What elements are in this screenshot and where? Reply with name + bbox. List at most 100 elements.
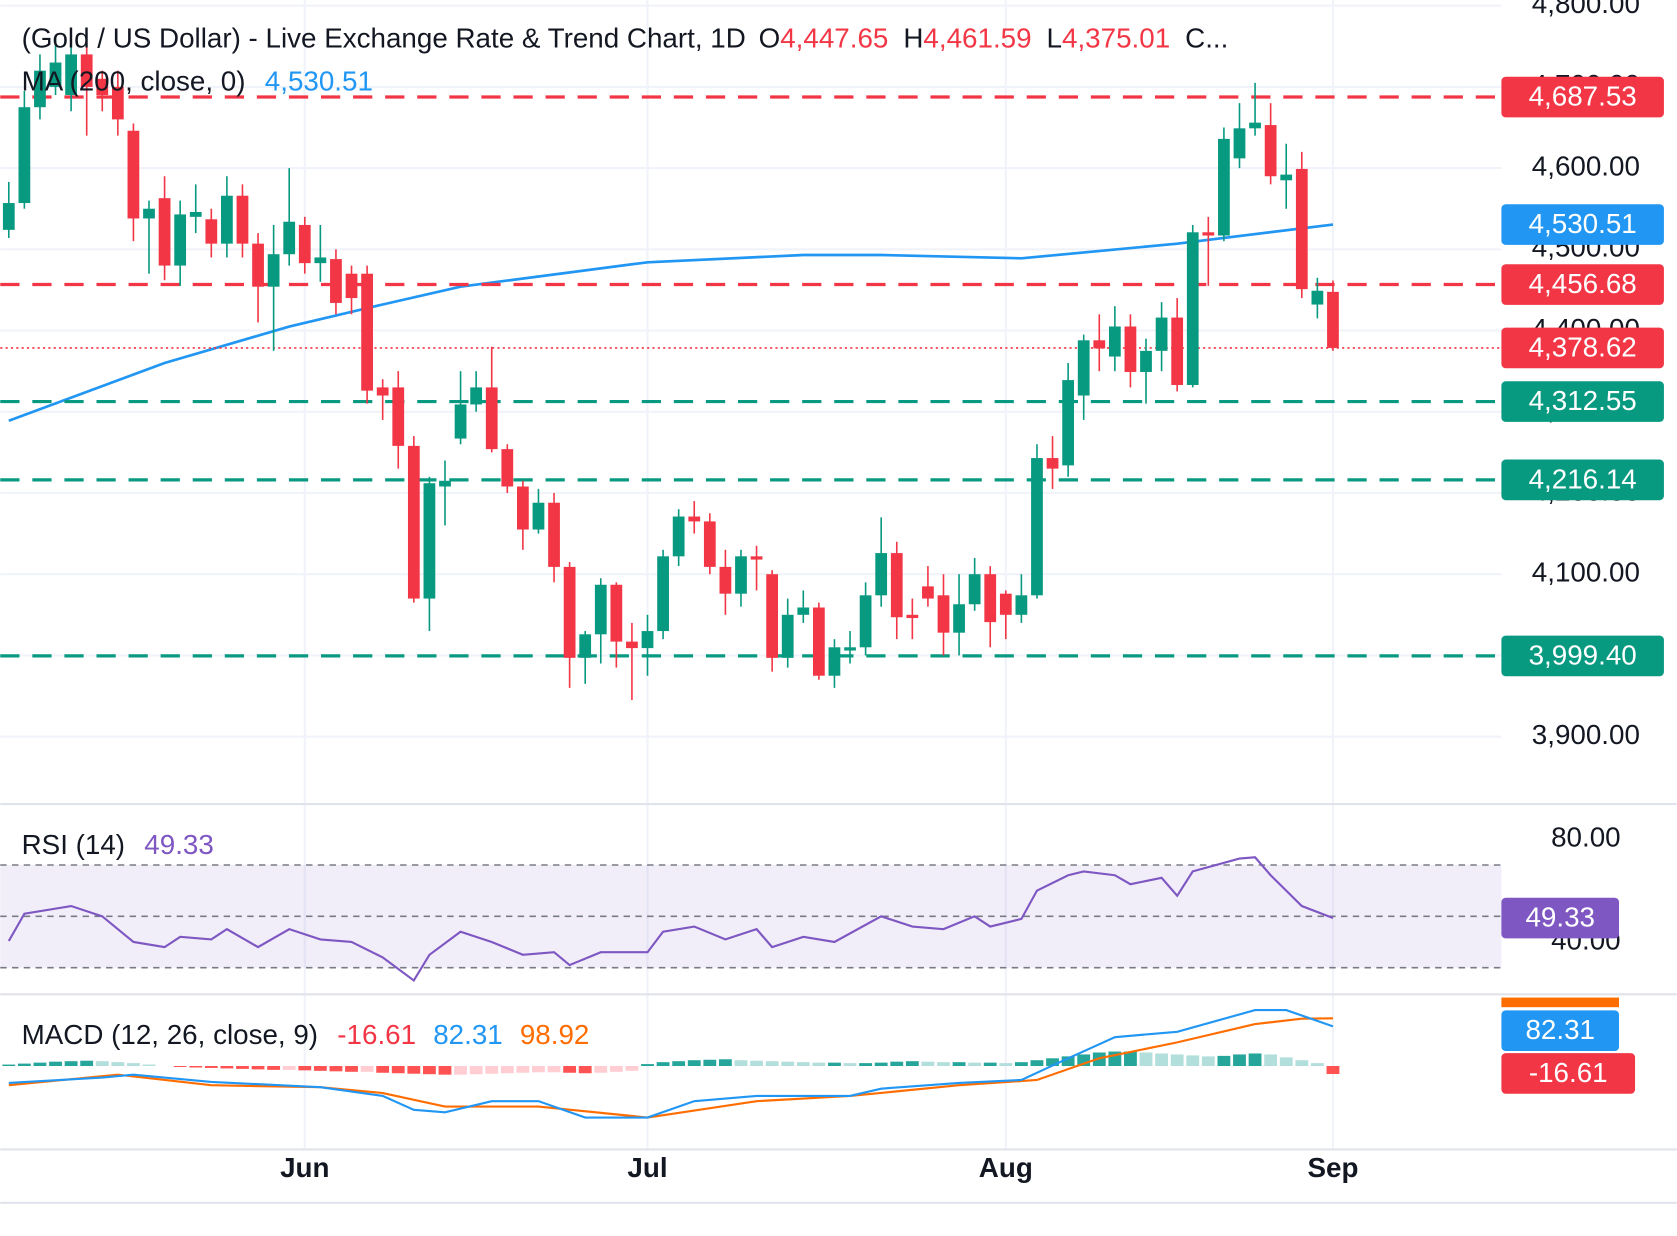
- candle-body: [953, 604, 965, 633]
- histogram-bar: [765, 1061, 779, 1067]
- histogram-bar: [859, 1063, 873, 1067]
- histogram-bar: [1014, 1062, 1028, 1067]
- candle-body: [563, 566, 576, 658]
- y-tick-label: 4,800.00: [1532, 0, 1640, 19]
- histogram-bar: [937, 1062, 950, 1067]
- level-tag: 4,312.55: [1529, 385, 1637, 416]
- histogram-bar: [422, 1066, 436, 1075]
- histogram-bar: [454, 1066, 467, 1075]
- candle-body: [672, 516, 685, 557]
- histogram-bar: [952, 1062, 966, 1067]
- histogram-bar: [282, 1066, 296, 1070]
- candle-body: [1202, 232, 1215, 236]
- histogram-bar: [874, 1062, 888, 1067]
- candle-body: [283, 221, 296, 255]
- candle-body: [641, 631, 654, 649]
- candle-body: [330, 259, 342, 303]
- histogram-bar: [750, 1060, 763, 1067]
- candle-body: [1264, 125, 1277, 177]
- histogram-bar: [391, 1066, 405, 1074]
- level-tag-bg: [1501, 76, 1664, 118]
- candle-body: [875, 553, 888, 596]
- chart-title: (Gold / US Dollar) - Live Exchange Rate …: [22, 23, 746, 54]
- last-price-tag-bg: [1501, 327, 1664, 369]
- x-tick-label: Jun: [280, 1152, 329, 1183]
- candle-body: [189, 211, 202, 217]
- histogram-bar: [734, 1060, 748, 1067]
- histogram-bar: [220, 1066, 234, 1069]
- histogram-bar: [1201, 1056, 1215, 1067]
- histogram-bar: [64, 1061, 78, 1067]
- histogram-bar: [781, 1061, 795, 1067]
- candle-body: [18, 107, 31, 204]
- candle-body: [1249, 122, 1261, 129]
- candle-body: [1171, 317, 1184, 385]
- candle-body: [999, 593, 1012, 615]
- rsi-value: 49.33: [144, 829, 214, 860]
- ma-tag: 4,530.51: [1529, 208, 1637, 239]
- candle-body: [657, 556, 669, 632]
- candle-body: [96, 78, 109, 96]
- histogram-bar: [905, 1061, 919, 1067]
- histogram-bar: [532, 1066, 545, 1073]
- candle-body: [1186, 232, 1199, 385]
- histogram-bar: [968, 1062, 982, 1067]
- rsi-title: RSI (14): [22, 829, 125, 860]
- candle-body: [1140, 350, 1152, 372]
- candle-body: [1155, 317, 1168, 351]
- histogram-bar: [251, 1066, 265, 1070]
- y-tick-label: 3,900.00: [1532, 719, 1640, 750]
- histogram-tag-bg: [1501, 1053, 1636, 1094]
- candle-body: [1062, 380, 1075, 466]
- histogram-bar: [1061, 1056, 1075, 1067]
- price-tags: 4,687.53 4,456.68 4,312.55 4,216.14 3,999.40…: [1501, 76, 1664, 1094]
- histogram-bar: [1233, 1054, 1246, 1067]
- level-tag-bg: [1501, 264, 1664, 305]
- x-tick-label: Sep: [1307, 1152, 1358, 1183]
- candle-body: [1218, 138, 1230, 236]
- macd-header: MACD (12, 26, close, 9) -16.61 82.31 98.92: [22, 1019, 590, 1050]
- histogram-bar: [516, 1066, 530, 1073]
- histogram-bar: [625, 1066, 639, 1071]
- candle-body: [439, 480, 451, 487]
- histogram-bar: [547, 1066, 561, 1073]
- level-tag-bg: [1501, 381, 1664, 422]
- legend-value: 4,461.59: [923, 23, 1031, 54]
- histogram-bar: [127, 1063, 140, 1067]
- candle-body: [844, 647, 856, 651]
- histogram-bar: [329, 1066, 343, 1072]
- histogram-value: -16.61: [337, 1019, 416, 1050]
- candle-body: [906, 614, 919, 619]
- histogram-bar: [796, 1062, 810, 1067]
- candle-body: [158, 198, 171, 266]
- histogram-bar: [999, 1063, 1013, 1067]
- candle-body: [314, 257, 327, 264]
- candle-body: [80, 54, 93, 87]
- histogram-bar: [49, 1061, 62, 1067]
- candle-body: [1295, 168, 1308, 290]
- candle-body: [127, 130, 140, 219]
- candle-body: [174, 214, 187, 266]
- histogram-bar: [33, 1062, 47, 1067]
- histogram-bar: [500, 1066, 514, 1074]
- legend-key: H: [903, 23, 923, 54]
- histogram-bar: [1046, 1058, 1059, 1067]
- macd-title: MACD (12, 26, close, 9): [22, 1019, 318, 1050]
- histogram-bar: [812, 1062, 826, 1067]
- histogram-bar: [672, 1061, 686, 1067]
- candle-body: [781, 614, 794, 658]
- ma-name: MA (200, close, 0): [22, 66, 246, 97]
- candle-body: [688, 516, 701, 522]
- candle-body: [517, 486, 529, 530]
- x-tick-label: Jul: [627, 1152, 667, 1183]
- rsi-header: RSI (14) 49.33: [22, 829, 214, 860]
- candle-body: [1015, 595, 1028, 615]
- histogram-bar: [1310, 1063, 1324, 1067]
- candle-body: [501, 449, 514, 487]
- legend-value: 4,375.01: [1062, 23, 1170, 54]
- histogram-bar: [111, 1062, 125, 1067]
- candle-body: [236, 195, 249, 244]
- histogram-bar: [1248, 1053, 1262, 1067]
- macd-tag-bg: [1501, 1010, 1620, 1052]
